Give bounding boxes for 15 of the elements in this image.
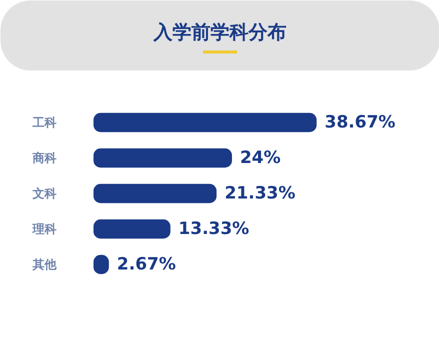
bar xyxy=(94,148,232,168)
bar xyxy=(94,219,170,239)
bar xyxy=(94,184,217,204)
y-tick-label: 其他 xyxy=(32,258,58,272)
y-tick-label: 理科 xyxy=(32,222,56,236)
y-tick-label: 文科 xyxy=(32,186,56,200)
chart-title: 入学前学科分布 xyxy=(152,22,286,44)
bar xyxy=(94,112,317,132)
data-label: 38.67% xyxy=(324,112,396,132)
data-label: 2.67% xyxy=(116,254,176,274)
y-tick-label: 工科 xyxy=(32,116,56,130)
data-label: 24% xyxy=(240,148,281,168)
data-label: 21.33% xyxy=(224,184,296,204)
y-tick-label: 商科 xyxy=(32,151,56,165)
data-label: 13.33% xyxy=(178,219,250,239)
